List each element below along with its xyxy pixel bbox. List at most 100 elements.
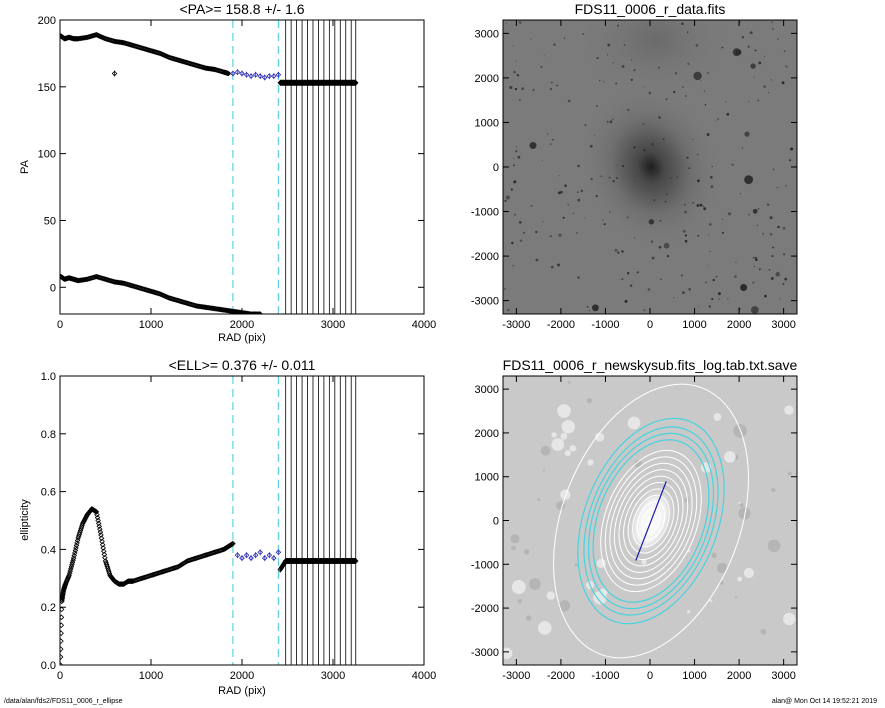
- star: [673, 297, 675, 299]
- star: [776, 186, 778, 189]
- star: [616, 164, 618, 166]
- ell-data-point: [102, 554, 108, 561]
- star: [642, 123, 645, 126]
- ell-chart-title: <ELL>= 0.376 +/- 0.011: [169, 357, 316, 373]
- star: [721, 218, 724, 221]
- star: [558, 175, 560, 177]
- star: [658, 245, 662, 249]
- masked-blob: [641, 559, 647, 565]
- pa-data-point: [271, 73, 277, 79]
- masked-blob: [503, 647, 513, 660]
- star: [687, 31, 689, 33]
- masked-blob: [560, 432, 568, 440]
- ell-data-point: [266, 552, 273, 558]
- pa-data-point: [252, 311, 259, 314]
- skysub-image-ytick-label: -2000: [471, 603, 499, 615]
- ell-data-point: [101, 551, 108, 558]
- star: [682, 229, 686, 233]
- star: [603, 81, 605, 83]
- pa-data-point: [351, 80, 358, 86]
- pa-data-point: [275, 72, 282, 78]
- ell-plot-area: [60, 376, 359, 665]
- star: [692, 138, 694, 140]
- pa-data-point: [234, 69, 241, 75]
- star: [659, 219, 662, 222]
- star: [695, 44, 699, 47]
- star: [768, 269, 771, 271]
- ell-xtick-label: 1000: [139, 670, 163, 682]
- star: [735, 49, 742, 56]
- ell-ytick-label: 0.2: [41, 602, 56, 614]
- pa-data-point: [243, 72, 250, 78]
- star: [777, 225, 780, 229]
- star: [530, 38, 532, 40]
- star: [586, 306, 589, 308]
- pa-data-point: [252, 72, 259, 78]
- pa-data-point: [257, 311, 263, 314]
- masked-blob: [733, 424, 747, 438]
- star: [532, 89, 535, 91]
- star: [627, 108, 630, 112]
- white-isophote: [609, 462, 693, 580]
- star: [790, 147, 794, 151]
- star: [594, 134, 595, 136]
- star: [702, 205, 705, 208]
- ell-data-point: [252, 552, 259, 558]
- star: [513, 45, 515, 47]
- skysub-image-xtick-label: 3000: [771, 670, 795, 682]
- star: [552, 138, 554, 141]
- masked-blob: [787, 471, 792, 476]
- star: [705, 281, 707, 284]
- ell-data-point: [351, 558, 358, 564]
- masked-blob: [511, 545, 516, 551]
- star: [602, 219, 604, 221]
- masked-blob: [557, 404, 571, 418]
- pa-data-point: [249, 311, 256, 314]
- star: [752, 256, 755, 259]
- star: [748, 100, 750, 103]
- cyan-isophote: [592, 439, 710, 603]
- star: [541, 160, 543, 162]
- star: [603, 223, 606, 226]
- star: [549, 235, 552, 238]
- star: [715, 275, 718, 278]
- pa-data-point: [261, 74, 268, 81]
- star: [653, 198, 656, 202]
- skysub-image-xtick-label: 0: [647, 670, 653, 682]
- footer-path: /data/alan/fds2/FDS11_0006_r_ellipse: [4, 698, 123, 705]
- star: [704, 104, 707, 106]
- star: [615, 82, 617, 85]
- star: [735, 261, 737, 264]
- star: [684, 239, 688, 243]
- ell-data-point: [230, 540, 236, 547]
- star: [684, 203, 686, 206]
- data-image-xtick-label: -1000: [591, 319, 619, 331]
- star: [785, 185, 787, 187]
- ell-ytick-label: 1.0: [41, 371, 56, 383]
- pa-ytick-label: 200: [38, 15, 56, 27]
- star: [772, 246, 774, 249]
- ell-data-point: [98, 532, 104, 538]
- star: [513, 164, 515, 167]
- star: [717, 118, 719, 121]
- star: [584, 217, 586, 219]
- masked-blob: [537, 497, 541, 501]
- star: [782, 283, 785, 285]
- star: [741, 36, 745, 39]
- star: [514, 87, 518, 91]
- star: [715, 120, 717, 122]
- star: [650, 240, 654, 243]
- masked-blob: [786, 616, 791, 621]
- pa-data-point: [248, 311, 254, 314]
- star: [757, 99, 760, 102]
- data-image-ytick-label: -1000: [471, 207, 499, 219]
- star: [783, 50, 786, 53]
- star: [643, 148, 646, 152]
- star: [687, 62, 690, 65]
- masked-blob: [561, 420, 575, 434]
- masked-blob: [737, 576, 742, 582]
- star: [621, 278, 624, 281]
- star: [749, 31, 753, 35]
- star: [750, 63, 756, 69]
